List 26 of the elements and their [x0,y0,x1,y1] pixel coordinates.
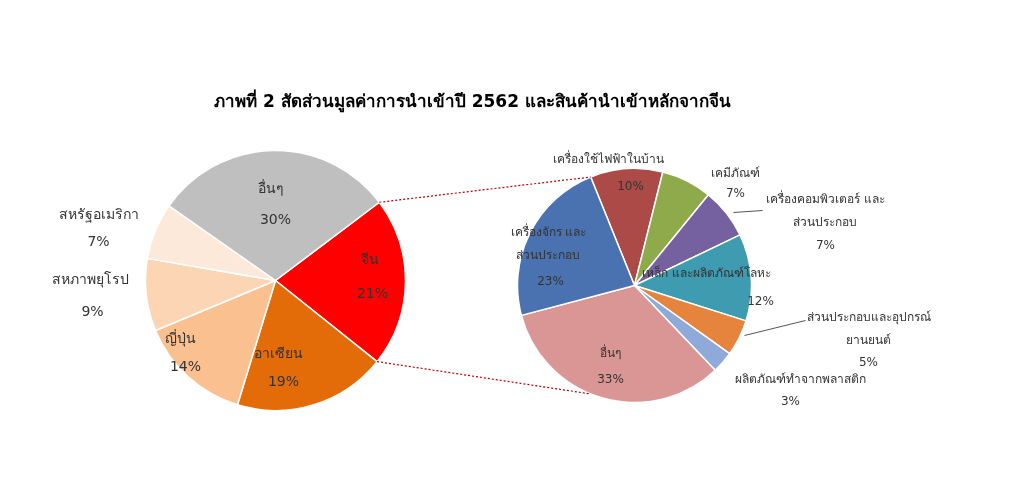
slice-label: ญี่ปุ่น [165,328,196,347]
slice-label: อื่นๆ [600,343,621,360]
data-label: 9% [81,302,104,319]
data-label: 7% [725,185,746,200]
slice-label: สหภาพยุโรป [52,270,129,288]
slice-label: เครื่องคอมพิวเตอร์ และ ส่วนประกอบ [766,189,885,230]
slice-label: จีน [360,250,379,267]
slice-label: อื่นๆ [257,178,284,196]
data-label: 19% [267,372,300,389]
slice-label: ผลิตภัณฑ์ทำจากพลาสติก [735,371,866,386]
data-label: 3% [780,393,801,408]
data-label: 7% [815,237,836,252]
slice-label: อาเซียน [254,344,303,361]
data-label: 14% [169,357,202,374]
slice-label: ส่วนประกอบและอุปกรณ์ ยานยนต์ [806,309,931,348]
text: ภาพที่ 2 สัดส่วนมูลค่าการนำเข้าปี 2562 และสินค้านำเข้าหลักจากจีน [214,88,731,113]
slice-label: เครื่องใช้ไฟฟ้าในบ้าน [553,149,664,166]
data-label: 10% [617,178,644,193]
slice-label: เคมีภัณฑ์ [711,165,760,180]
data-label: 7% [87,232,110,249]
data-label: 5% [858,354,879,369]
data-label: 23% [537,273,564,288]
data-label: 30% [259,210,292,227]
data-label: 33% [597,371,624,386]
slice-label: สหรัฐอเมริกา [58,205,139,223]
data-label: 21% [356,284,389,301]
